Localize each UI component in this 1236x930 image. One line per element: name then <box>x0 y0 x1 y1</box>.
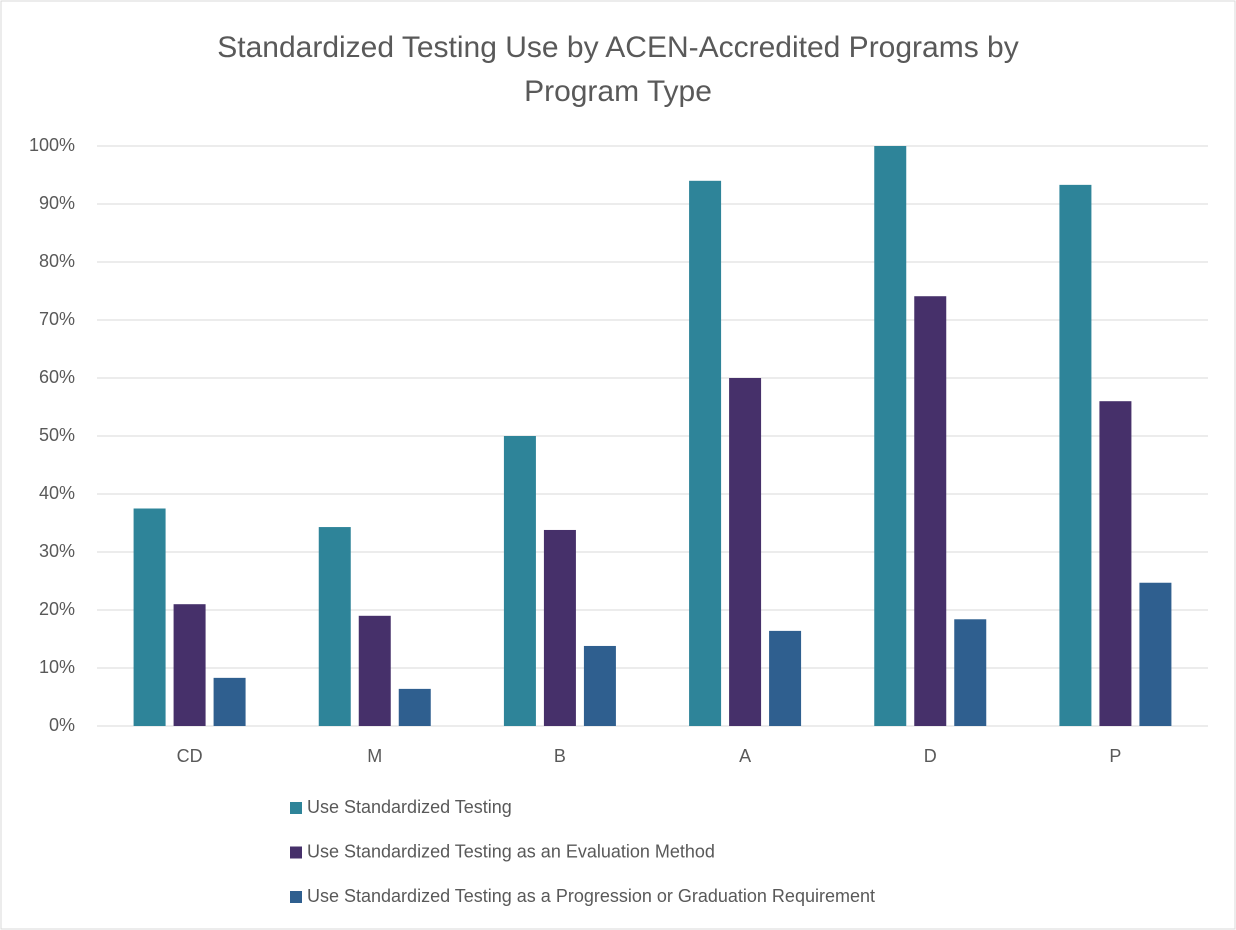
y-tick-label: 90% <box>39 193 75 213</box>
y-tick-label: 0% <box>49 715 75 735</box>
bar <box>213 677 246 726</box>
bar <box>1139 582 1172 726</box>
x-tick-label: B <box>554 746 566 766</box>
x-tick-label: M <box>367 746 382 766</box>
y-tick-label: 50% <box>39 425 75 445</box>
bar <box>954 619 987 726</box>
legend-swatch <box>290 891 302 903</box>
legend-label: Use Standardized Testing as a Progressio… <box>307 886 875 906</box>
bar <box>729 378 762 726</box>
bar <box>583 645 616 726</box>
y-tick-label: 30% <box>39 541 75 561</box>
y-tick-label: 70% <box>39 309 75 329</box>
legend-swatch <box>290 846 302 859</box>
legend-label: Use Standardized Testing as an Evaluatio… <box>307 841 715 861</box>
x-tick-label: P <box>1109 746 1121 766</box>
y-tick-label: 10% <box>39 657 75 677</box>
legend-label: Use Standardized Testing <box>307 797 512 817</box>
x-tick-label: D <box>924 746 937 766</box>
chart-title: Standardized Testing Use by ACEN-Accredi… <box>217 31 1019 108</box>
y-tick-label: 80% <box>39 251 75 271</box>
legend-swatch <box>290 802 302 814</box>
bar <box>874 146 907 726</box>
x-tick-label: A <box>739 746 751 766</box>
bar <box>914 296 947 726</box>
bar <box>1099 401 1132 726</box>
bar <box>689 180 722 727</box>
bar <box>543 529 576 726</box>
y-tick-label: 40% <box>39 483 75 503</box>
bar <box>173 604 206 726</box>
y-tick-label: 100% <box>29 135 75 155</box>
bar <box>1059 184 1092 727</box>
bar <box>318 527 351 726</box>
y-tick-label: 60% <box>39 367 75 387</box>
bar <box>769 630 802 726</box>
bar <box>358 615 391 726</box>
y-tick-label: 20% <box>39 599 75 619</box>
bar <box>398 688 431 726</box>
bar <box>503 436 536 726</box>
bar <box>133 508 166 726</box>
x-tick-label: CD <box>177 746 203 766</box>
